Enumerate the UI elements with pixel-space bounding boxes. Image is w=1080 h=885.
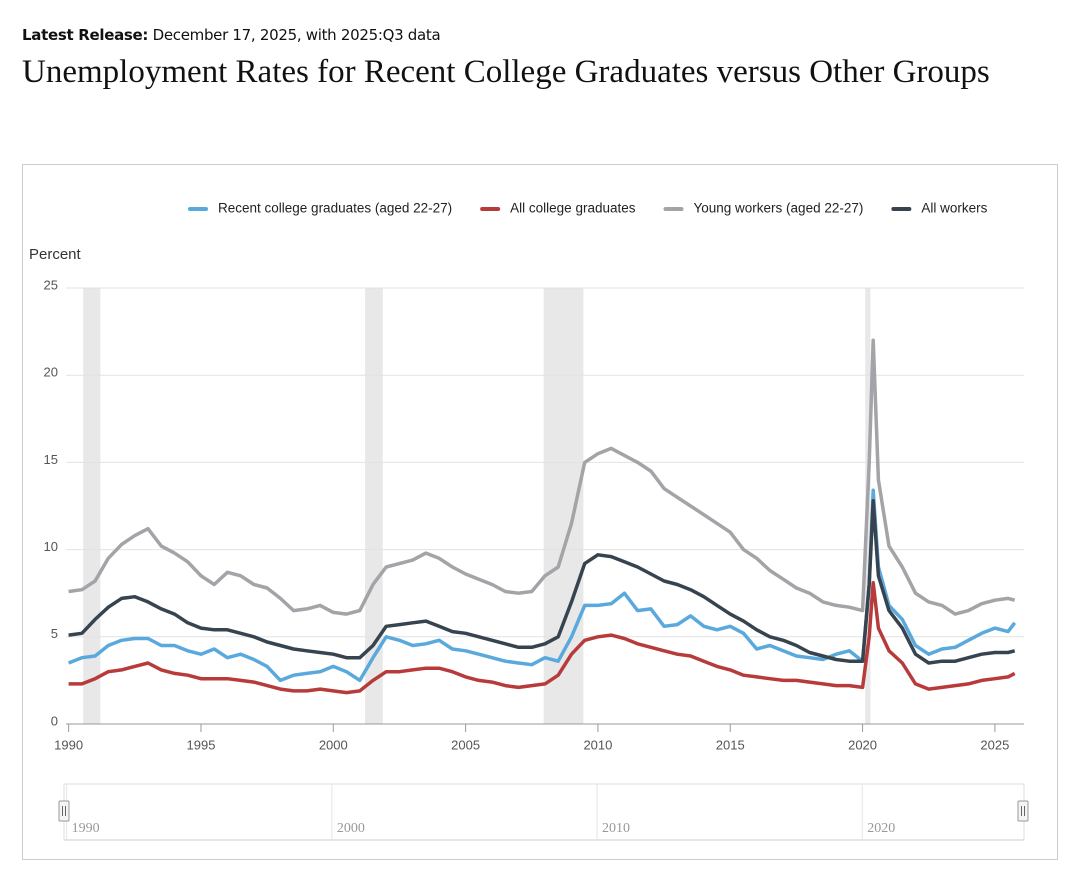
recession-band	[365, 288, 383, 724]
x-tick-label: 2010	[583, 737, 612, 752]
navigator-label: 2020	[867, 821, 895, 836]
series-line	[68, 499, 1016, 665]
release-label: Latest Release:	[22, 26, 149, 44]
x-tick-label: 2015	[716, 737, 745, 752]
chart-frame	[22, 164, 1058, 860]
navigator-handle	[58, 800, 70, 822]
recession-band	[83, 288, 101, 724]
x-tick-label: 1995	[187, 737, 216, 752]
legend-label: All college graduates	[510, 201, 636, 216]
x-tick-label: 2000	[319, 737, 348, 752]
navigator-label: 2010	[602, 821, 630, 836]
x-tick-label: 2025	[980, 737, 1009, 752]
x-tick-label: 2020	[848, 737, 877, 752]
y-tick-label: 20	[44, 365, 58, 380]
x-tick-label: 1990	[54, 737, 83, 752]
y-tick-label: 0	[51, 713, 58, 728]
navigator-label: 2000	[337, 821, 365, 836]
page-title: Unemployment Rates for Recent College Gr…	[22, 54, 990, 90]
legend-label: All workers	[921, 201, 987, 216]
series-line	[68, 580, 1016, 695]
y-tick-label: 5	[51, 626, 58, 641]
x-tick-label: 2005	[451, 737, 480, 752]
legend-label: Young workers (aged 22-27)	[694, 201, 864, 216]
legend-label: Recent college graduates (aged 22-27)	[218, 201, 452, 216]
y-tick-label: 15	[44, 452, 58, 467]
series-line	[68, 338, 1016, 616]
y-tick-label: 25	[44, 277, 58, 292]
y-axis-label: Percent	[29, 246, 82, 263]
release-line: Latest Release: December 17, 2025, with …	[22, 26, 441, 44]
y-tick-label: 10	[44, 539, 58, 554]
navigator-handle	[1017, 800, 1029, 822]
release-text: December 17, 2025, with 2025:Q3 data	[152, 26, 441, 44]
navigator-label: 1990	[72, 821, 100, 836]
